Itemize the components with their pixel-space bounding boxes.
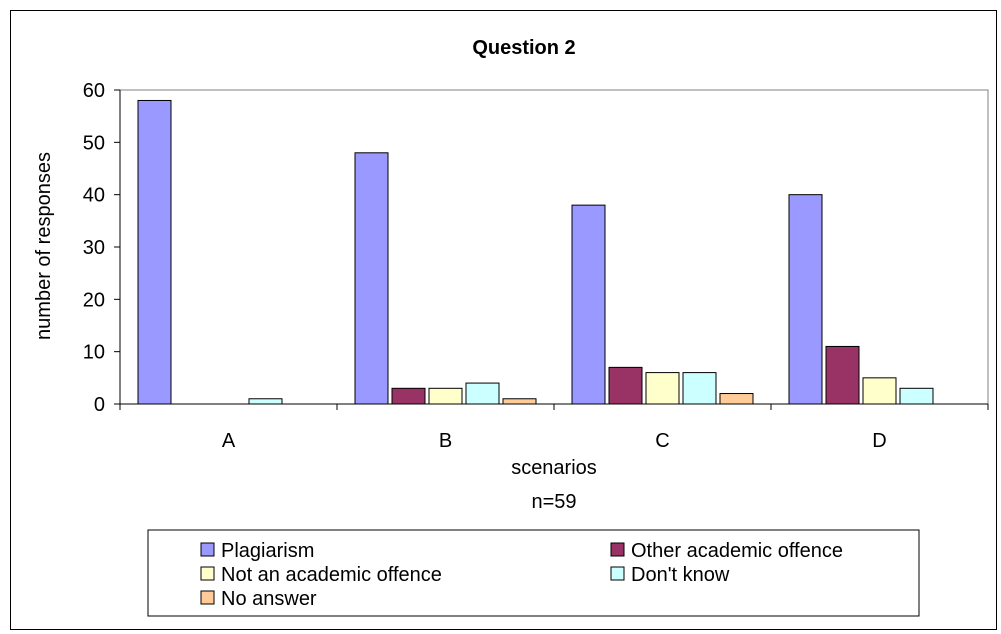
x-axis: A B C D	[119, 403, 989, 452]
bar	[502, 398, 537, 405]
legend-swatch	[200, 566, 215, 581]
bar	[391, 387, 426, 405]
bar	[682, 372, 717, 405]
bar	[428, 387, 463, 405]
bar	[248, 398, 283, 405]
y-tick-label: 30	[83, 237, 105, 259]
x-tick-label: A	[222, 430, 236, 452]
y-axis-label: number of responses	[33, 152, 55, 340]
legend-label: Plagiarism	[221, 540, 314, 562]
bar	[354, 152, 389, 405]
x-axis-label: scenarios	[511, 457, 597, 479]
bar	[465, 382, 500, 405]
y-tick-label: 10	[83, 342, 105, 364]
sample-size-note: n=59	[531, 491, 576, 513]
bar	[825, 345, 860, 405]
legend-swatch	[200, 542, 215, 557]
legend-swatch	[610, 542, 625, 557]
y-tick-label: 40	[83, 185, 105, 207]
y-axis: 0 10 20 30 40 50 60	[83, 80, 121, 416]
legend-label: Not an academic offence	[221, 564, 442, 586]
bar	[719, 393, 754, 405]
legend-label: Don't know	[631, 564, 730, 586]
x-tick-label: D	[872, 430, 886, 452]
y-tick-label: 60	[83, 80, 105, 102]
legend: Plagiarism Other academic offence Not an a…	[200, 540, 843, 610]
legend-swatch	[200, 590, 215, 605]
y-tick-label: 0	[94, 394, 105, 416]
x-tick-label: B	[439, 430, 452, 452]
x-tick-label: C	[655, 430, 669, 452]
bar	[645, 372, 680, 405]
bar	[608, 366, 643, 405]
legend-label: No answer	[221, 588, 317, 610]
y-tick-label: 50	[83, 132, 105, 154]
bar	[899, 387, 934, 405]
bar	[862, 377, 897, 405]
bar	[571, 204, 606, 405]
chart-title: Question 2	[472, 37, 575, 59]
legend-label: Other academic offence	[631, 540, 843, 562]
bar	[137, 99, 172, 405]
y-tick-label: 20	[83, 289, 105, 311]
legend-swatch	[610, 566, 625, 581]
legend-box	[147, 529, 920, 617]
bar	[788, 194, 823, 405]
bars	[137, 99, 934, 405]
